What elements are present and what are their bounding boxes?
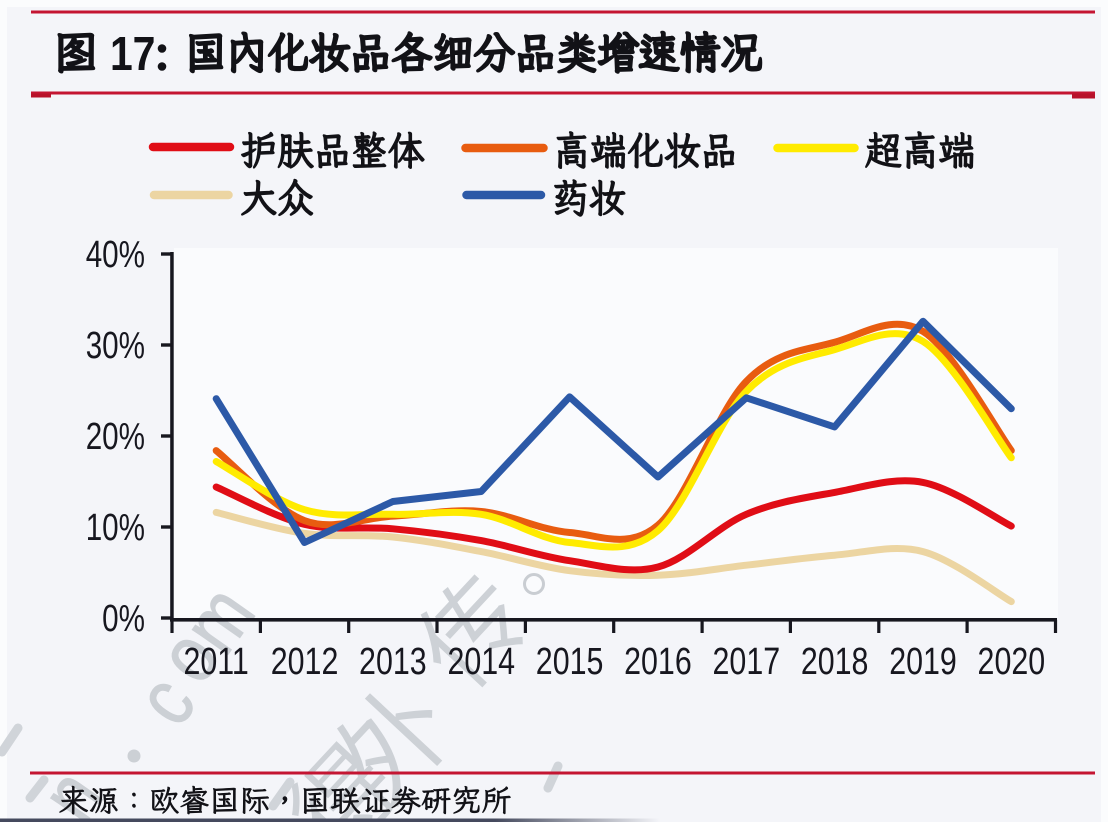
svg-text:2012: 2012 bbox=[271, 641, 339, 683]
svg-text:2013: 2013 bbox=[359, 641, 427, 683]
svg-text:2019: 2019 bbox=[889, 641, 957, 683]
svg-text:40%: 40% bbox=[86, 234, 145, 276]
svg-text:2020: 2020 bbox=[978, 641, 1046, 683]
svg-text:2016: 2016 bbox=[624, 641, 692, 683]
svg-text:2011: 2011 bbox=[183, 641, 248, 683]
svg-text:20%: 20% bbox=[86, 416, 145, 458]
svg-text:0%: 0% bbox=[102, 598, 145, 640]
svg-text:30%: 30% bbox=[86, 325, 145, 367]
svg-text:2017: 2017 bbox=[713, 641, 781, 683]
svg-text:2014: 2014 bbox=[447, 641, 515, 683]
svg-text:2015: 2015 bbox=[536, 641, 604, 683]
svg-text:10%: 10% bbox=[86, 507, 145, 549]
svg-text:2018: 2018 bbox=[801, 641, 869, 683]
